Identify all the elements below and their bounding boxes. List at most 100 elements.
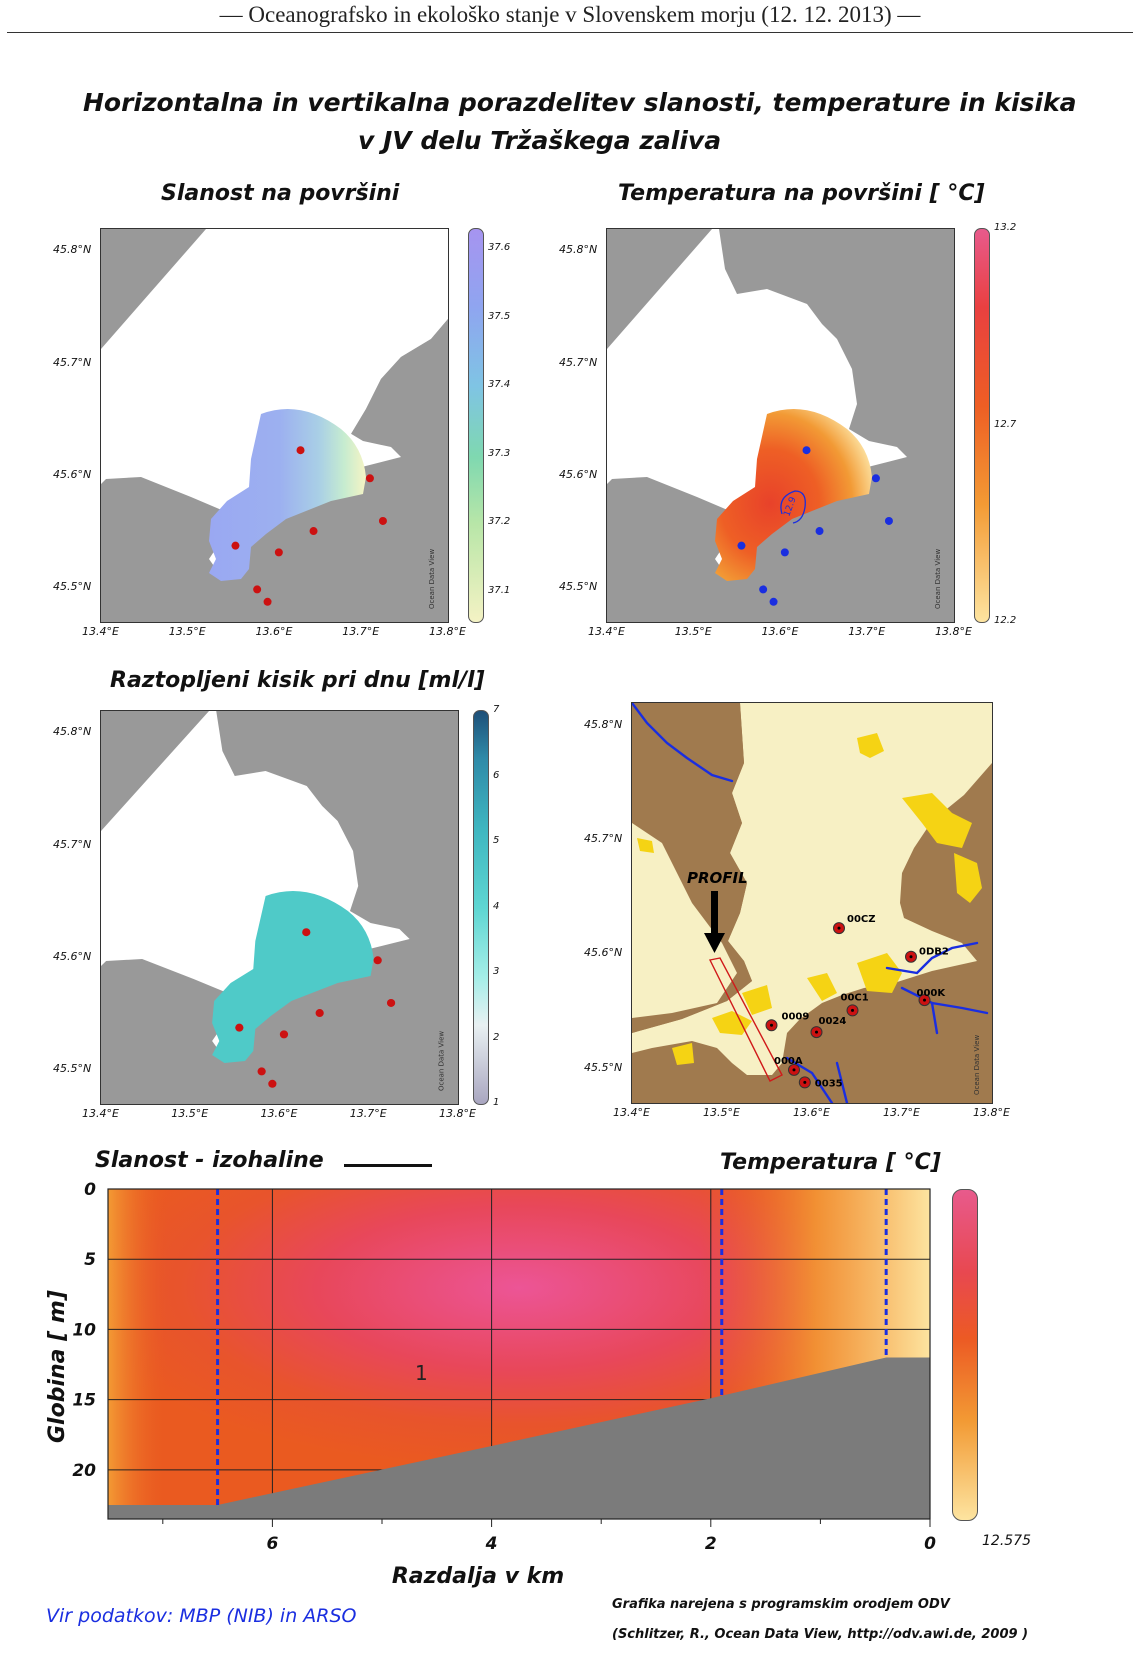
- running-header: — Oceanografsko in ekološko stanje v Slo…: [219, 2, 921, 27]
- oxygen-stations: [235, 928, 396, 1088]
- seabed: [108, 1357, 930, 1519]
- x-tick-label: 2: [705, 1534, 717, 1554]
- temperature-colorbar: [974, 228, 990, 623]
- map-tick-label: 13.4°E: [82, 625, 119, 638]
- station-dot: [257, 1067, 266, 1076]
- basemap-urban: [637, 733, 982, 1065]
- station-marker-center: [837, 926, 841, 930]
- map-tick-label: 13.5°E: [703, 1106, 740, 1119]
- colorbar-tick: 2: [493, 1031, 500, 1043]
- map-tick-label: 13.6°E: [761, 625, 799, 638]
- map-tick-label: 45.5°N: [559, 580, 598, 594]
- map-tick-label: 13.7°E: [848, 625, 886, 638]
- station-label: 0009: [782, 1011, 810, 1022]
- section-x-ticks: 6 4 2 0: [162, 1519, 936, 1554]
- colorbar-tick: 13.2: [994, 222, 1017, 233]
- station-map-panel: PROFIL 00CZ 0DB2 000K 00C1 0024 0009 000A 0035 …: [631, 702, 993, 1104]
- section-colorbar-min: 12.575: [982, 1533, 1031, 1549]
- map-tick-label: 13.5°E: [168, 625, 206, 638]
- station-map: PROFIL 00CZ0DB2000K00C100240009000A0035 …: [631, 702, 993, 1104]
- map-tick-label: 13.5°E: [171, 1107, 209, 1120]
- station-dot: [268, 1079, 277, 1088]
- colorbar-tick: 37.3: [488, 447, 511, 459]
- y-tick-label: 5: [84, 1250, 96, 1270]
- salinity-colorbar-ticks: 37.6 37.5 37.4 37.3 37.2 37.1: [488, 242, 538, 641]
- map-tick-label: 45.6°N: [53, 468, 92, 482]
- station-dot: [802, 446, 811, 455]
- x-tick-label: 4: [485, 1534, 498, 1554]
- section-temperature-title: Temperatura [ °C]: [720, 1150, 941, 1175]
- map-tick-label: 45.8°N: [53, 725, 92, 739]
- colorbar-tick: 6: [493, 769, 500, 781]
- map-tick-label: 13.4°E: [82, 1107, 119, 1120]
- odv-watermark: Ocean Data View: [934, 549, 942, 609]
- data-source: Vir podatkov: MBP (NIB) in ARSO: [46, 1605, 357, 1627]
- temperature-contour: [780, 490, 806, 524]
- oxygen-colorbar: [473, 710, 489, 1105]
- section-field-left: [108, 1189, 168, 1519]
- station-label: 0DB2: [919, 947, 949, 958]
- odv-watermark: Ocean Data View: [973, 1035, 981, 1095]
- map-tick-label: 45.5°N: [53, 580, 92, 594]
- station-dot: [274, 548, 283, 557]
- temperature-field: [715, 409, 872, 581]
- station-dot: [279, 1030, 289, 1039]
- section-colorbar: [952, 1189, 978, 1521]
- map-tick-label: 45.7°N: [559, 355, 598, 369]
- map-tick-label: 45.7°N: [584, 832, 623, 846]
- map-tick-label: 13.5°E: [674, 625, 712, 638]
- temperature-panel: 12.9 Ocean Data View: [606, 228, 955, 623]
- y-tick-label: 0: [84, 1180, 96, 1200]
- station-dot: [235, 1023, 244, 1032]
- basemap-sea: [632, 703, 992, 1075]
- salinity-isohaline-label: Slanost - izohaline: [95, 1148, 324, 1173]
- section-frame: [107, 1188, 931, 1520]
- map-tick-label: 13.8°E: [935, 625, 972, 638]
- temperature-panel-title: Temperatura na površini [ °C]: [618, 181, 985, 206]
- odv-watermark: Ocean Data View: [428, 549, 436, 609]
- colorbar-tick: 4: [493, 900, 500, 912]
- salinity-panel: Ocean Data View: [100, 228, 449, 623]
- station-dot: [373, 956, 382, 965]
- map-tick-label: 13.7°E: [883, 1106, 920, 1119]
- temperature-stations: [737, 446, 893, 606]
- header-rule: [7, 32, 1133, 33]
- map-tick-label: 45.6°N: [53, 950, 92, 964]
- map-tick-label: 13.8°E: [973, 1106, 1010, 1119]
- section-x-label: Razdalja v km: [392, 1564, 564, 1589]
- station-dot: [365, 474, 374, 483]
- station-label: 00C1: [841, 992, 869, 1003]
- station-marker-center: [909, 955, 913, 959]
- station-dot: [815, 527, 824, 536]
- station-dot: [780, 548, 789, 557]
- sampling-lines: [216, 1189, 888, 1505]
- station-dot: [315, 1009, 324, 1018]
- map-tick-label: 45.5°N: [584, 1060, 623, 1074]
- odv-watermark: Ocean Data View: [436, 1031, 445, 1091]
- station-marker-center: [923, 998, 926, 1002]
- oxygen-field: [212, 891, 374, 1063]
- map-tick-label: 13.6°E: [260, 1107, 298, 1120]
- map-tick-label: 13.7°E: [349, 1107, 387, 1120]
- map-tick-label: 45.7°N: [53, 837, 92, 851]
- station-markers: 00CZ 0DB2 000K 00C1 0024 0009 000A 0035: [765, 914, 949, 1089]
- profile-arrow: [704, 891, 725, 953]
- colorbar-tick: 37.2: [488, 516, 511, 528]
- station-dot: [253, 585, 262, 594]
- station-label: 000A: [774, 1056, 803, 1067]
- y-tick-label: 20: [72, 1461, 96, 1481]
- map-tick-label: 13.4°E: [588, 625, 625, 638]
- colorbar-tick: 3: [493, 966, 500, 977]
- map-tick-label: 13.6°E: [793, 1106, 830, 1119]
- station-dot: [884, 516, 893, 525]
- profile-transect-box: [708, 957, 783, 1082]
- colorbar-tick: 5: [493, 835, 500, 846]
- colorbar-tick: 37.1: [488, 585, 511, 596]
- station-marker-center: [851, 1008, 854, 1012]
- station-dot: [309, 527, 318, 536]
- colorbar-tick: 37.4: [488, 379, 511, 391]
- salinity-field: [209, 409, 366, 581]
- map-tick-label: 45.5°N: [53, 1062, 92, 1076]
- map-tick-label: 13.8°E: [439, 1107, 476, 1120]
